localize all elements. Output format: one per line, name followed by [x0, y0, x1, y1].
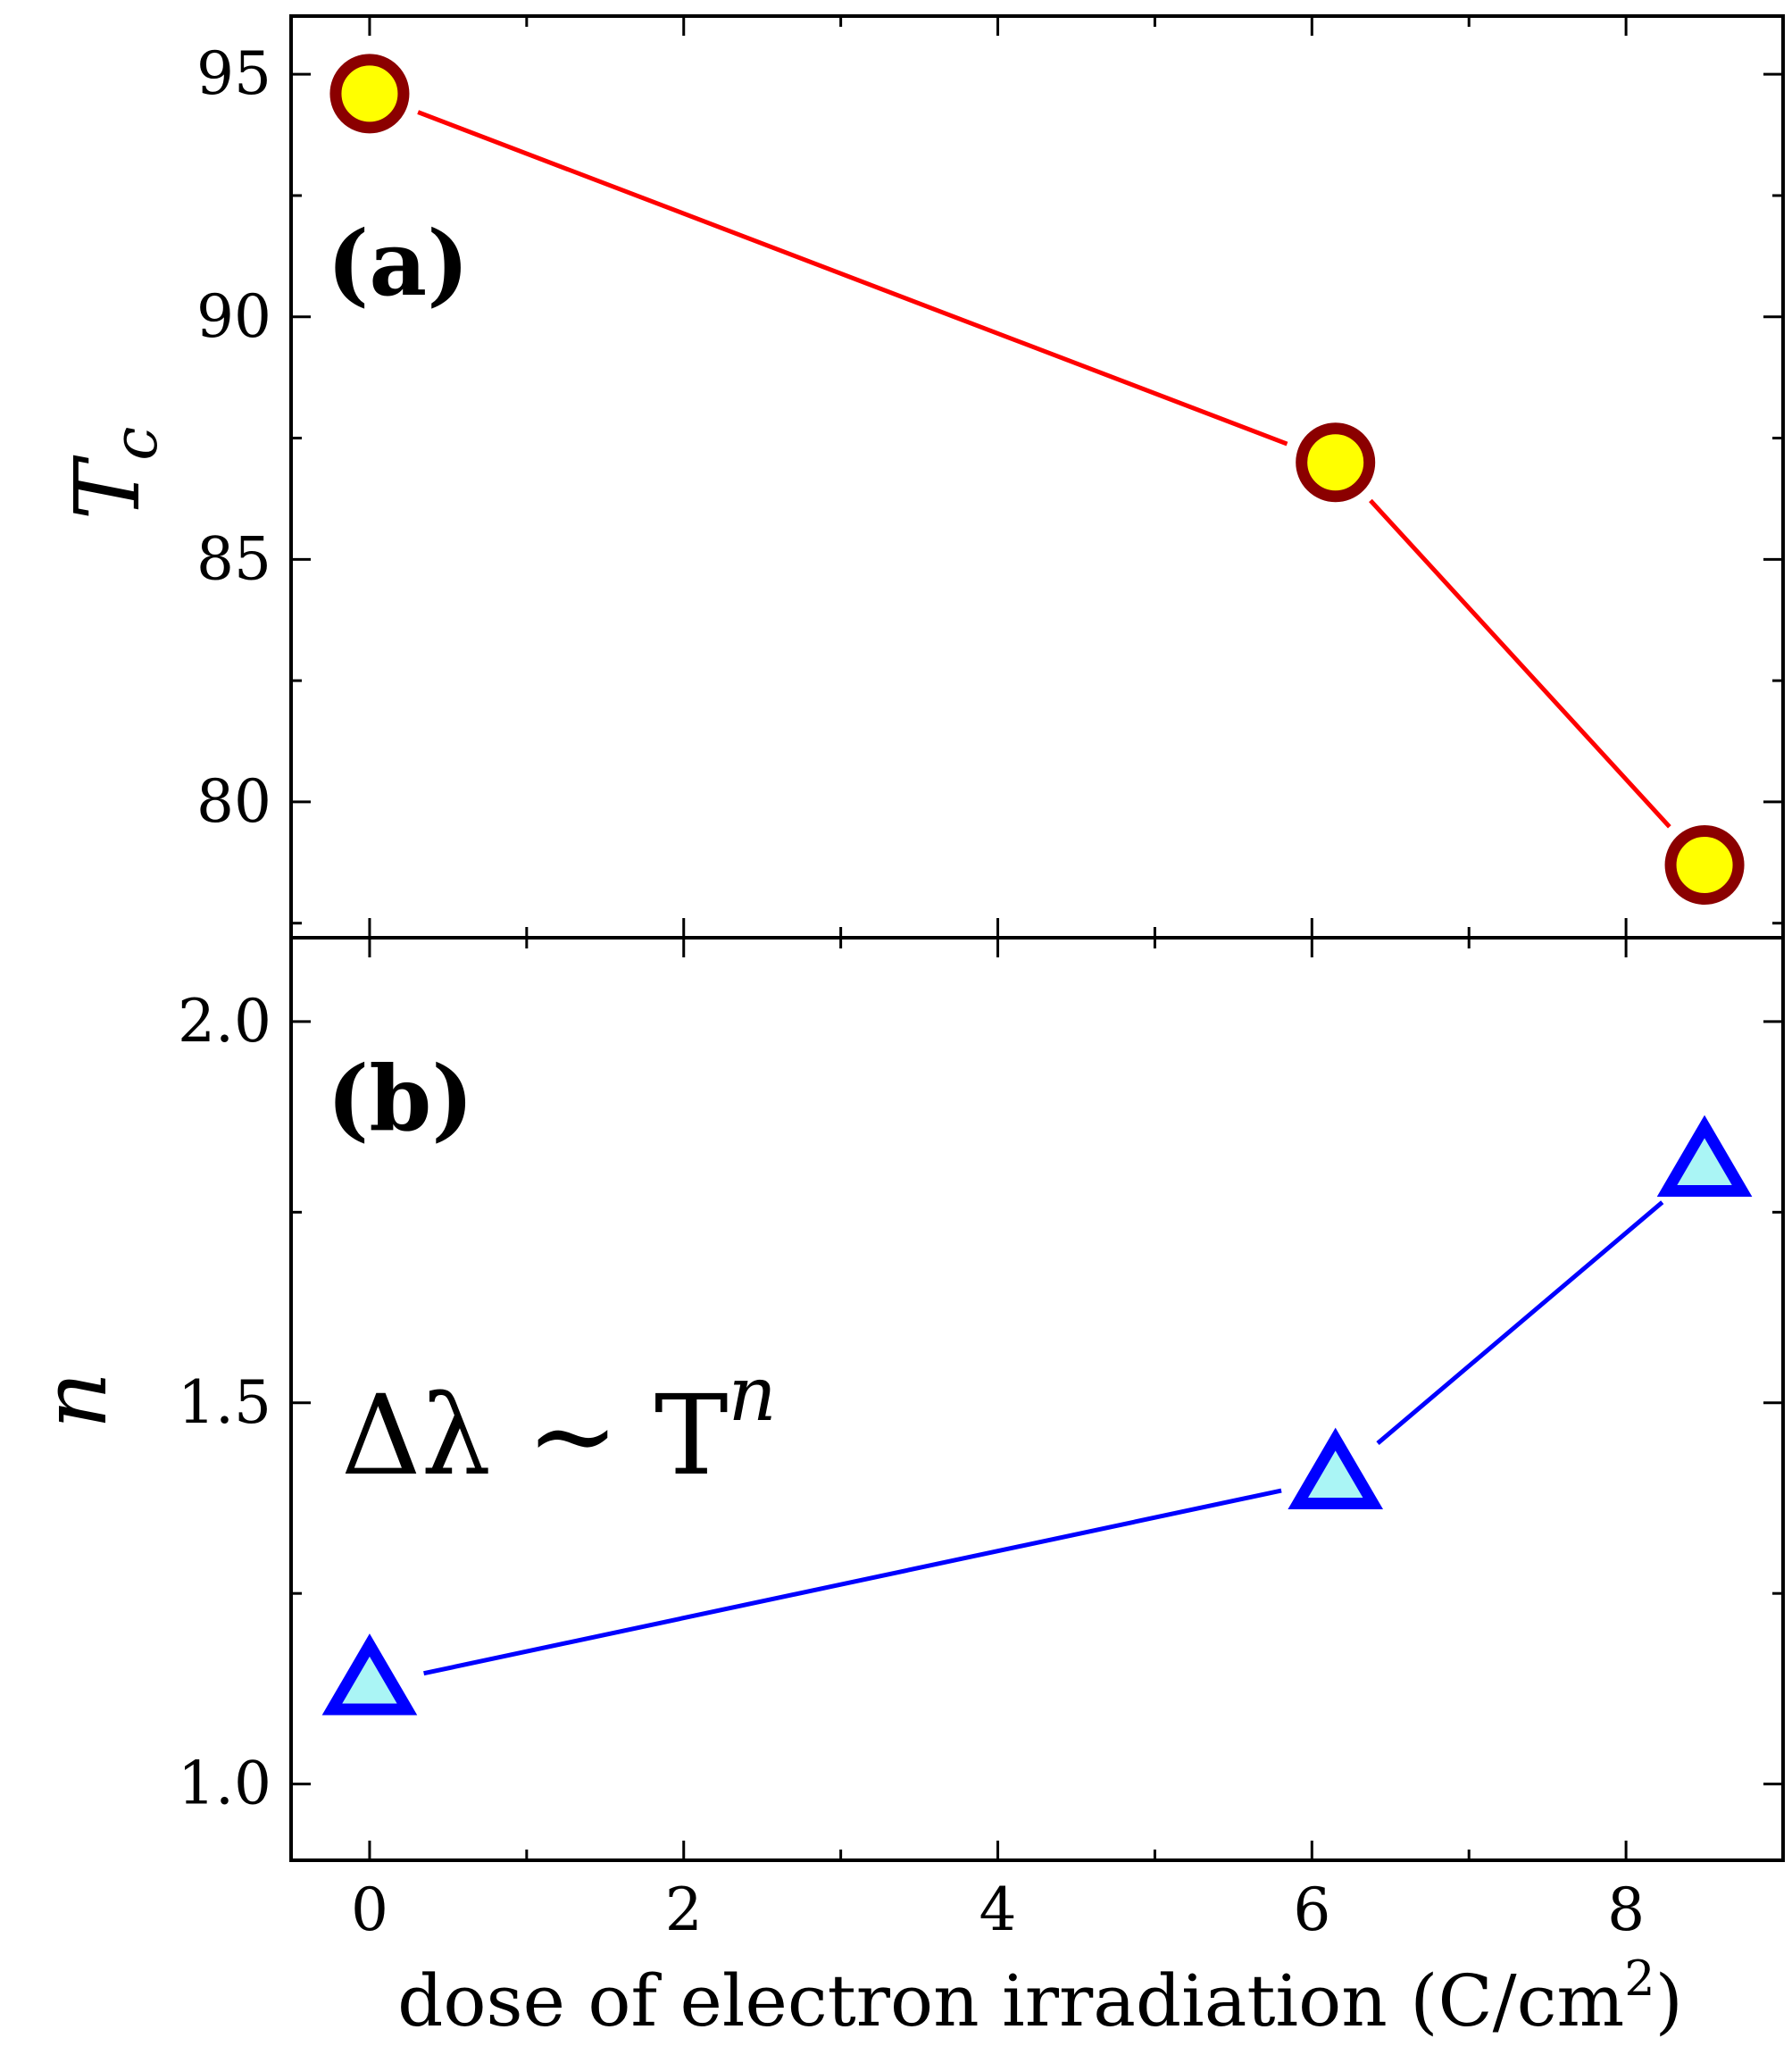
x-axis-title-sup: 2 [1624, 1950, 1654, 2007]
panel-b-annotation-sup: n [729, 1350, 777, 1438]
panel-a-frame [289, 14, 1785, 940]
panel-a-ticks: 80 85 90 95 [196, 16, 1785, 938]
series-line-segment [423, 1488, 1282, 1676]
panel-b-frame [289, 936, 1785, 1862]
panel-b-markers [321, 1115, 1753, 1716]
panel-b-label: (b) [327, 1046, 474, 1151]
x-tick-label: 4 [979, 1875, 1017, 1944]
y-tick-label: 2.0 [178, 987, 271, 1056]
x-tick-label: 2 [665, 1875, 703, 1944]
y-tick-label: 95 [196, 39, 271, 108]
panel-a-ylabel-main: T [55, 455, 160, 520]
x-tick-label: 8 [1607, 1875, 1645, 1944]
panel-a-ylabel-sub: c [101, 427, 171, 461]
panel-b-annotation: Δλ ∼ Tn [341, 1350, 777, 1500]
panel-b-annotation-main: Δλ ∼ T [341, 1372, 729, 1500]
panel-a-label: (a) [327, 211, 469, 316]
data-point-circle [1664, 825, 1745, 906]
y-tick-label: 90 [196, 282, 271, 351]
y-tick-label: 1.5 [178, 1368, 271, 1437]
panel-a-markers [329, 54, 1745, 906]
series-line-segment [417, 110, 1288, 447]
y-tick-label: 85 [196, 524, 271, 593]
x-tick-label: 6 [1293, 1875, 1330, 1944]
panel-b: 1.01.52.00 2 4 6 8 (b) n Δλ ∼ Tn dose of ele… [22, 936, 1785, 2042]
panel-a: 80 85 90 95 (a) Tc [55, 14, 1785, 940]
data-point-circle [329, 54, 410, 134]
y-tick-label: 80 [196, 767, 271, 836]
x-axis-title: dose of electron irradiation (C/cm2) [397, 1950, 1683, 2042]
panel-b-ticks: 1.0 1.5 2.0 0 2 4 6 8 [178, 938, 1785, 1944]
x-axis-title-main: dose of electron irradiation (C/cm [397, 1959, 1624, 2042]
series-line-segment [1369, 498, 1671, 829]
data-point-triangle [1656, 1115, 1753, 1197]
data-point-triangle [321, 1633, 418, 1716]
data-point-triangle [1288, 1427, 1384, 1510]
panel-a-ylabel: Tc [55, 427, 171, 521]
y-tick-label: 1.0 [178, 1750, 271, 1818]
data-point-circle [1296, 422, 1376, 503]
panel-b-ylabel: n [22, 1372, 127, 1429]
series-line-segment [1376, 1200, 1664, 1445]
panel-b-lines [423, 1200, 1664, 1676]
x-tick-label: 0 [351, 1875, 388, 1944]
x-axis-title-end: ) [1655, 1959, 1683, 2042]
panel-a-lines [417, 110, 1671, 829]
